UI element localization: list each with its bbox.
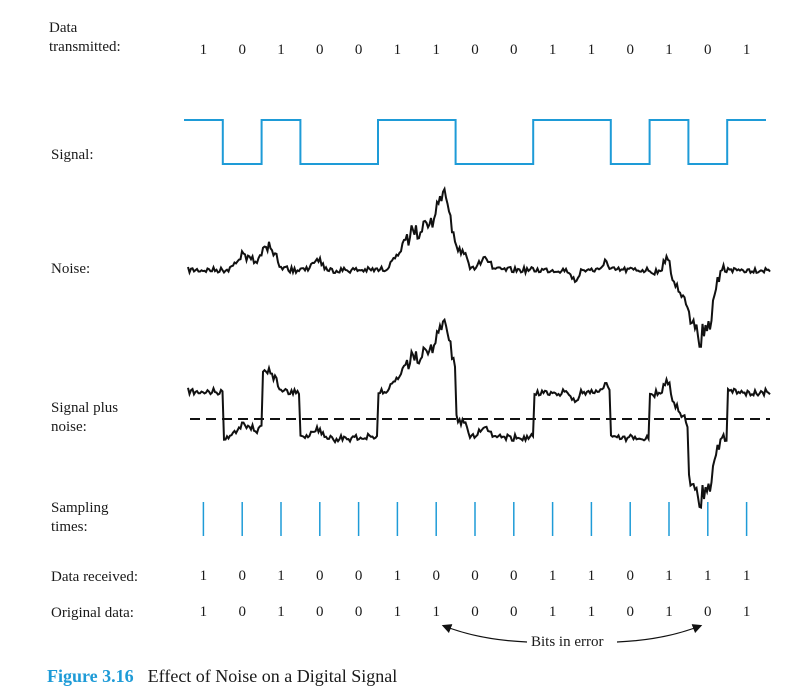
- original-bit: 0: [510, 604, 518, 620]
- original-bit: 0: [354, 604, 363, 620]
- signal-trace: [184, 119, 766, 165]
- received-bit: 0: [432, 568, 440, 584]
- original-bit: 1: [548, 604, 557, 620]
- received-bit: 1: [704, 568, 712, 584]
- transmitted-bit: 1: [393, 42, 402, 58]
- signal-label: Signal:: [51, 147, 94, 163]
- original-data-label: Original data:: [51, 605, 134, 621]
- transmitted-bit: 1: [587, 42, 596, 58]
- transmitted-bit: 0: [471, 42, 479, 58]
- signal-plus-noise-waveform: [187, 317, 771, 509]
- bits-in-error-arrows: [441, 624, 703, 643]
- original-bit: 0: [238, 604, 246, 620]
- received-bit: 0: [471, 568, 479, 584]
- original-bit: 1: [432, 604, 440, 620]
- figure-number: Figure 3.16: [47, 666, 134, 686]
- error-arrow-right: [616, 624, 703, 643]
- sampling-times-label: Sampling times:: [51, 500, 109, 535]
- received-bit: 0: [238, 568, 246, 584]
- received-bit: 1: [393, 568, 402, 584]
- original-bit: 1: [665, 604, 673, 620]
- original-bit: 1: [742, 604, 751, 620]
- transmitted-bit: 1: [277, 42, 285, 58]
- error-arrow-left: [441, 624, 528, 643]
- received-bit: 1: [665, 568, 673, 584]
- noise-trace: [187, 185, 771, 348]
- transmitted-bit: 0: [510, 42, 518, 58]
- original-bit: 1: [587, 604, 596, 620]
- transmitted-bit: 1: [548, 42, 557, 58]
- data-transmitted-label: Data transmitted:: [49, 20, 121, 55]
- original-bit: 0: [704, 604, 712, 620]
- received-bit: 0: [354, 568, 363, 584]
- received-bit: 1: [587, 568, 596, 584]
- original-bit: 1: [199, 604, 208, 620]
- transmitted-bit: 1: [432, 42, 440, 58]
- original-bit: 0: [316, 604, 324, 620]
- noise-waveform: [187, 185, 771, 348]
- transmitted-bit: 0: [238, 42, 246, 58]
- received-bit: 1: [277, 568, 285, 584]
- signal-plus-noise-label: Signal plus noise:: [51, 400, 119, 435]
- data-received-label: Data received:: [51, 569, 139, 585]
- received-bit: 1: [548, 568, 557, 584]
- signal-plus-noise-trace: [187, 317, 771, 509]
- transmitted-bit: 1: [742, 42, 751, 58]
- received-bit: 0: [510, 568, 518, 584]
- figure-caption: Figure 3.16 Effect of Noise on a Digital …: [47, 666, 397, 687]
- original-bit: 0: [626, 604, 634, 620]
- original-bit: 1: [393, 604, 402, 620]
- signal-waveform: [184, 119, 766, 165]
- original-bit: 0: [471, 604, 479, 620]
- transmitted-bit: 0: [704, 42, 712, 58]
- transmitted-bit: 1: [199, 42, 208, 58]
- received-bit: 0: [626, 568, 634, 584]
- transmitted-bit: 0: [316, 42, 324, 58]
- transmitted-bit: 1: [665, 42, 673, 58]
- received-bit: 1: [742, 568, 751, 584]
- transmitted-bit: 0: [626, 42, 634, 58]
- noise-label: Noise:: [51, 261, 91, 277]
- bits-in-error-label: Bits in error: [529, 634, 606, 651]
- original-bit: 1: [277, 604, 285, 620]
- figure-title: Effect of Noise on a Digital Signal: [147, 666, 398, 686]
- received-bit: 0: [316, 568, 324, 584]
- transmitted-bit: 0: [354, 42, 363, 58]
- received-bit: 1: [199, 568, 208, 584]
- sampling-markers: [202, 502, 748, 536]
